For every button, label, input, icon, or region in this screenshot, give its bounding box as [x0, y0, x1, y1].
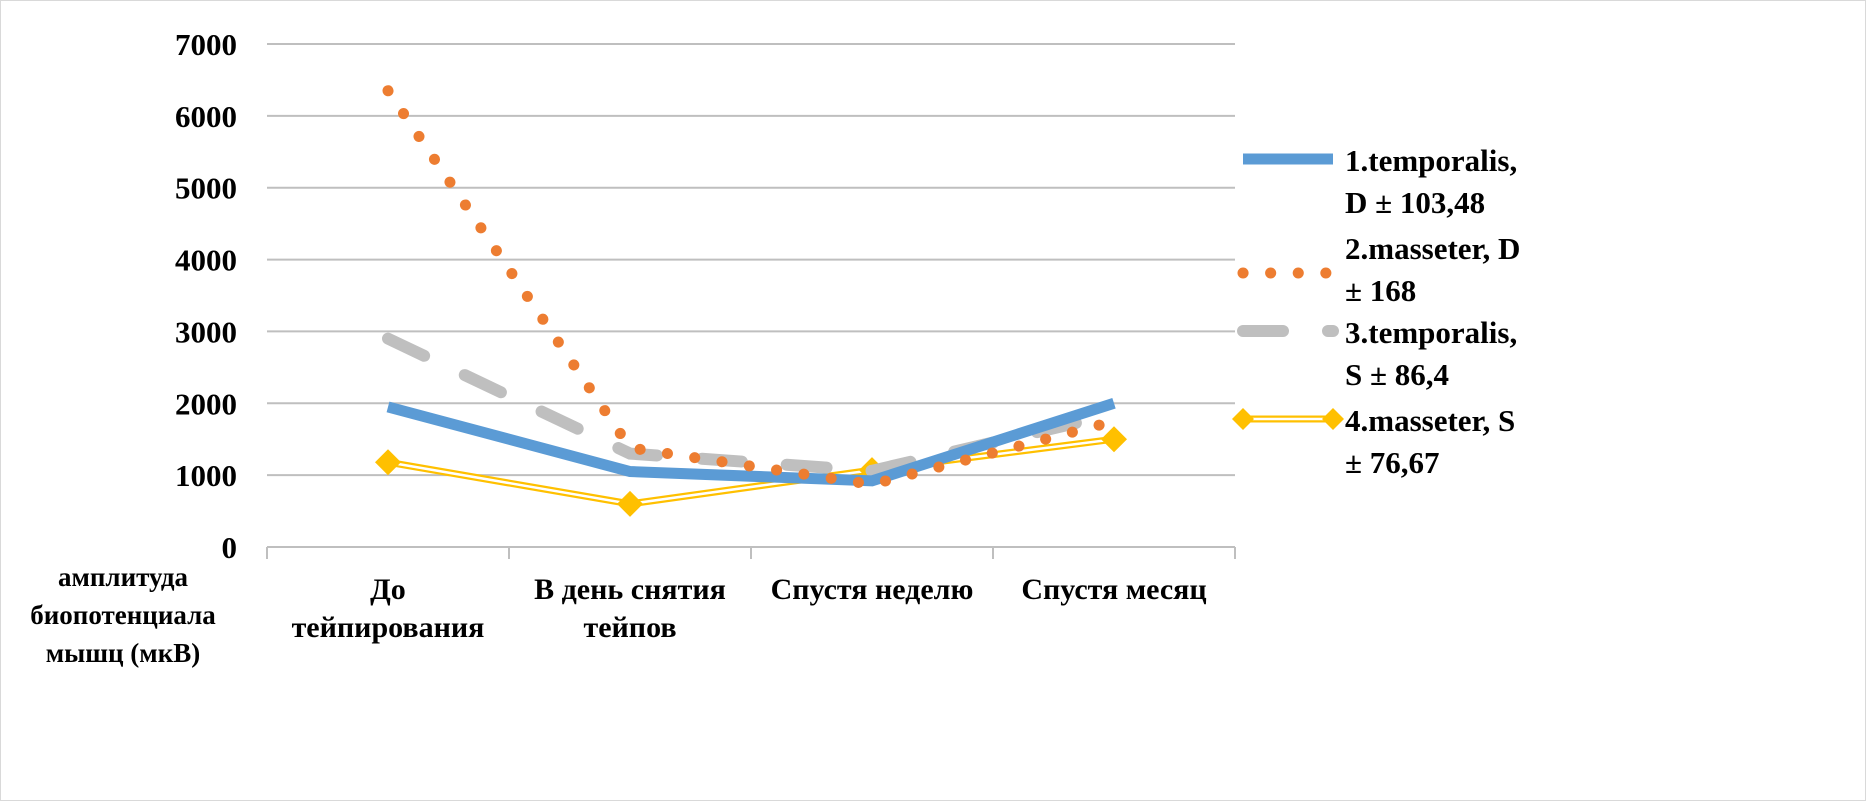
legend-marker	[1322, 408, 1344, 430]
series-line-2	[382, 85, 1120, 491]
data-point-marker	[375, 449, 401, 476]
y-tick-label: 3000	[175, 314, 237, 349]
data-point-marker	[1101, 426, 1127, 453]
x-tick-label: Спустя месяц	[1021, 573, 1206, 606]
y-tick-label: 0	[222, 530, 238, 565]
legend-label-4: 4.masseter, S ± 76,67	[1345, 403, 1515, 480]
data-point-marker	[617, 490, 643, 517]
legend-label-2: 2.masseter, D ± 168	[1345, 231, 1520, 308]
y-tick-label: 7000	[175, 27, 237, 62]
y-tick-label: 4000	[175, 243, 237, 278]
legend-marker	[1232, 408, 1254, 430]
y-tick-label: 5000	[175, 171, 237, 206]
legend-label-1: 1.temporalis, D ± 103,48	[1345, 143, 1517, 220]
series-line-1	[386, 398, 1116, 487]
x-tick-label: До тейпирования	[292, 573, 485, 644]
y-tick-label: 6000	[175, 99, 237, 134]
y-tick-label: 2000	[175, 386, 237, 421]
x-tick-label: В день снятия тейпов	[534, 573, 726, 644]
x-tick-label: Спустя неделю	[771, 573, 974, 606]
legend-label-3: 3.temporalis, S ± 86,4	[1345, 315, 1517, 392]
y-axis-label: амплитуда биопотенциала мышц (мкВ)	[30, 562, 216, 668]
y-tick-label: 1000	[175, 458, 237, 493]
